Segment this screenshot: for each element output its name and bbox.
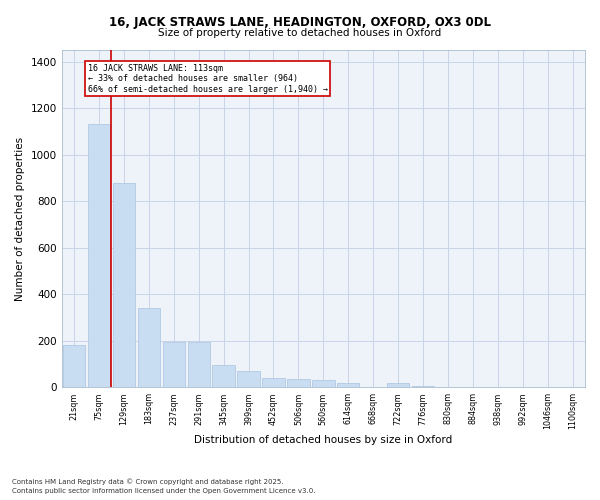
- Bar: [262, 378, 285, 388]
- Bar: [337, 382, 359, 388]
- Bar: [88, 124, 110, 388]
- Bar: [137, 308, 160, 388]
- Bar: [312, 380, 335, 388]
- Text: Contains public sector information licensed under the Open Government Licence v3: Contains public sector information licen…: [12, 488, 316, 494]
- X-axis label: Distribution of detached houses by size in Oxford: Distribution of detached houses by size …: [194, 435, 452, 445]
- Y-axis label: Number of detached properties: Number of detached properties: [15, 136, 25, 300]
- Bar: [188, 342, 210, 388]
- Bar: [63, 346, 85, 388]
- Bar: [387, 384, 409, 388]
- Bar: [412, 386, 434, 388]
- Text: 16 JACK STRAWS LANE: 113sqm
← 33% of detached houses are smaller (964)
66% of se: 16 JACK STRAWS LANE: 113sqm ← 33% of det…: [88, 64, 328, 94]
- Text: Contains HM Land Registry data © Crown copyright and database right 2025.: Contains HM Land Registry data © Crown c…: [12, 478, 284, 485]
- Bar: [238, 371, 260, 388]
- Bar: [287, 379, 310, 388]
- Bar: [362, 386, 385, 388]
- Bar: [163, 342, 185, 388]
- Text: Size of property relative to detached houses in Oxford: Size of property relative to detached ho…: [158, 28, 442, 38]
- Bar: [212, 365, 235, 388]
- Text: 16, JACK STRAWS LANE, HEADINGTON, OXFORD, OX3 0DL: 16, JACK STRAWS LANE, HEADINGTON, OXFORD…: [109, 16, 491, 29]
- Bar: [113, 182, 135, 388]
